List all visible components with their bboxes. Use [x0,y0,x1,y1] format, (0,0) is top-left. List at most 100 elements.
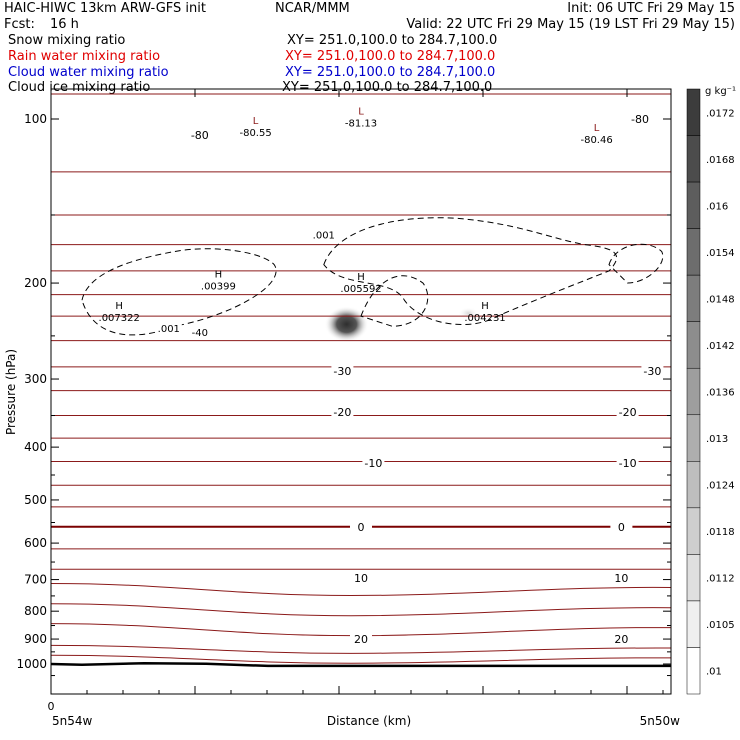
temperature-contour [51,644,671,654]
high-value: .004231 [464,313,505,324]
colorbar-tick-label: .0105 [706,620,735,631]
colorbar: .0172 .0168 .016 .0154 .0148 .0142 .0136 .013 .0… [686,88,735,695]
colorbar-segment [686,507,701,555]
colorbar-segment [686,321,701,369]
field-xy-snow: XY= 251.0,100.0 to 284.7,100.0 [287,33,498,48]
field-xy-cloud-ice: XY= 251.0,100.0 to 284.7,100.0 [282,80,493,95]
low-value: -80.55 [239,128,271,139]
contour-label-bg [310,228,337,241]
temperature-contour [51,583,671,597]
colorbar-tick-label: .013 [706,434,728,445]
contour-label: .001 [158,324,180,335]
organization-label: NCAR/MMM [275,1,350,16]
y-tick-label: 500 [24,493,47,507]
temperature-label: -10 [364,457,382,470]
colorbar-segment [686,228,701,276]
temperature-label: -80 [631,113,649,126]
low-marker: L [594,123,600,134]
valid-time: Valid: 22 UTC Fri 29 May 15 (19 LST Fri … [406,17,735,32]
temperature-label-bg [610,520,633,533]
colorbar-tick-label: .016 [706,201,728,212]
model-title: HAIC-HIWC 13km ARW-GFS init [4,1,206,16]
temperature-label-bg [331,406,354,419]
temperature-label: -80 [191,129,209,142]
colorbar-segment [686,274,701,322]
temperature-label: -20 [619,406,637,419]
temperature-label: 0 [358,521,365,534]
x-left-end-label: 5n54w [52,714,93,728]
temperature-label-bg [629,113,651,125]
high-marker: H [357,272,365,283]
contour-label-bg [155,322,182,335]
temperature-label-bg [331,365,354,378]
temperature-label-bg [641,365,664,378]
cloud-contour-right [608,243,664,284]
field-xy-cloud-water: XY= 251.0,100.0 to 284.7,100.0 [285,65,496,80]
colorbar-segment [686,554,701,602]
field-name-cloud-ice: Cloud ice mixing ratio [8,80,151,95]
contour-label: -40 [192,328,208,339]
colorbar-tick-label: .0124 [706,481,735,492]
colorbar-tick-label: .0154 [706,248,735,259]
contour-label-bg [186,326,213,339]
low-marker: L [253,116,259,127]
high-marker: H [481,301,489,312]
y-tick-label: 1000 [16,657,47,671]
high-marker: H [115,301,123,312]
colorbar-tick-label: .0172 [706,108,735,119]
y-tick-label: 900 [24,632,47,646]
forecast-label: Fcst: [4,17,35,32]
x-axis-title: Distance (km) [327,714,411,728]
temperature-label: 0 [618,521,625,534]
y-tick-label: 400 [24,440,47,454]
high-marker: H [215,269,223,280]
colorbar-tick-label: .0142 [706,341,735,352]
temperature-label-bg [350,633,372,646]
contour-label: .001 [313,231,335,242]
temperature-label-bg [616,457,639,470]
colorbar-segment [686,181,701,229]
colorbar-segment [686,461,701,509]
high-value: .005592 [340,284,381,295]
temperature-label: 20 [614,633,628,646]
y-tick-label: 200 [24,276,47,290]
temperature-label: -20 [333,406,351,419]
y-tick-label: 600 [24,536,47,550]
init-time: Init: 06 UTC Fri 29 May 15 [567,1,735,16]
colorbar-segment [686,367,701,416]
field-name-snow: Snow mixing ratio [8,33,126,48]
colorbar-tick-label: .0148 [706,294,735,305]
field-name-rain: Rain water mixing ratio [8,49,161,64]
mixing-ratio-max-shade [324,306,369,343]
low-value: -80.46 [580,135,612,146]
colorbar-segment [686,600,701,648]
y-tick-label: 300 [24,372,47,386]
forecast-hour: 16 h [50,17,79,32]
temperature-label-bg [362,457,385,470]
colorbar-segment [686,88,701,136]
temperature-label-bg [350,520,372,533]
temperature-contour [51,603,671,617]
plot-frame [50,88,672,695]
cloud-contour-center [323,217,617,326]
colorbar-tick-label: .0112 [706,574,735,585]
temperature-label: -30 [643,365,661,378]
temperature-label: 10 [614,572,628,585]
terrain-line [51,662,671,668]
cloud-contour-left [81,248,277,336]
field-name-cloud-water: Cloud water mixing ratio [8,65,169,80]
x-right-end-label: 5n50w [640,714,681,728]
x-tick-label: 0 [48,700,55,713]
high-value: .00399 [201,281,236,292]
field-xy-rain: XY= 251.0,100.0 to 284.7,100.0 [285,49,496,64]
y-tick-label: 100 [24,112,47,126]
colorbar-segment [686,135,701,183]
temperature-label: 20 [354,633,368,646]
temperature-label-bg [616,406,639,419]
colorbar-segment [686,414,701,462]
colorbar-tick-label: .0136 [706,388,735,399]
temperature-label: -30 [333,365,351,378]
cloud-contour-core [360,275,429,327]
low-marker: L [358,107,364,118]
